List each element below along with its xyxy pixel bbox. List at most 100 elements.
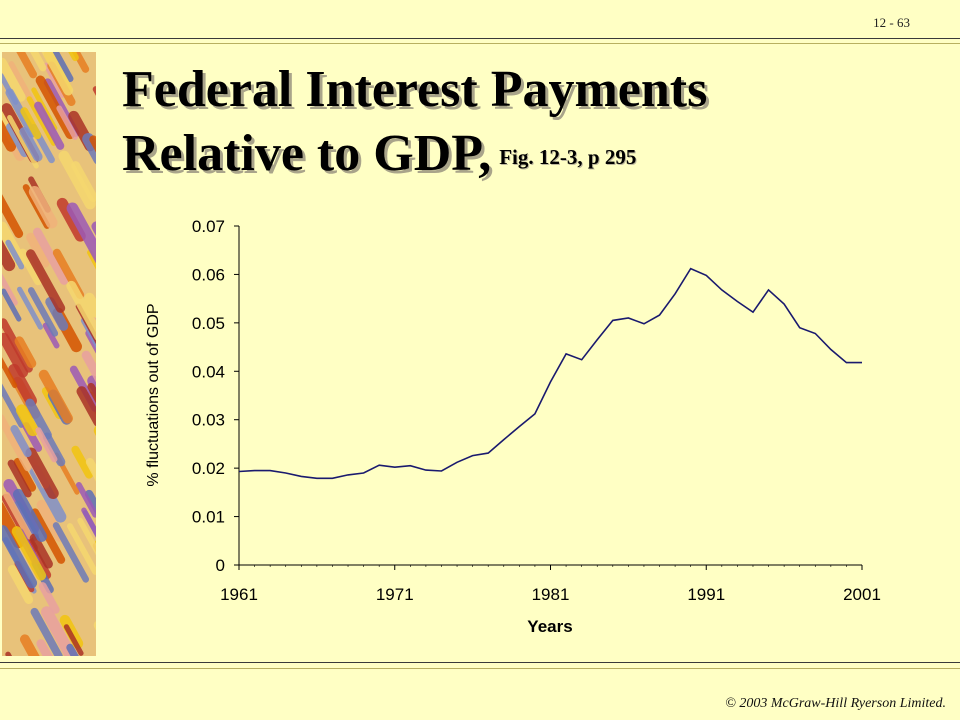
brushstroke (2, 119, 17, 152)
brushstroke (2, 57, 26, 102)
chart-axes: 0 0.01 0.02 0.03 0.04 0.05 0.06 0.07 1961 1971 198… (192, 217, 881, 604)
brushstroke (15, 404, 39, 437)
y-tick-label: 0 (216, 556, 225, 575)
slide-title: Federal Interest Payments Relative to GD… (122, 58, 707, 189)
brushstroke (75, 482, 96, 518)
brushstroke (8, 363, 37, 407)
brushstroke (20, 107, 42, 140)
brushstroke (2, 239, 16, 272)
x-tick-label: 1981 (532, 585, 570, 604)
brushstroke (26, 96, 57, 146)
brushstroke (2, 288, 22, 322)
brushstroke (36, 639, 53, 656)
brushstroke (2, 525, 38, 589)
brushstroke (30, 607, 63, 656)
brushstroke (89, 135, 96, 153)
brushstroke (66, 280, 96, 341)
brushstroke (35, 427, 58, 463)
bottom-rule (0, 662, 960, 663)
brushstroke (82, 133, 96, 165)
brushstroke (7, 114, 39, 169)
brushstroke (35, 75, 75, 140)
title-line-1: Federal Interest Payments (122, 61, 708, 118)
bottom-rule-light (0, 668, 960, 669)
brushstroke (16, 52, 38, 79)
y-tick-label: 0.05 (192, 314, 225, 333)
brushstroke (52, 522, 90, 583)
brushstroke (87, 249, 96, 270)
brushstroke (2, 332, 29, 378)
series-line (238, 267, 862, 480)
x-tick-label: 1971 (376, 585, 414, 604)
brushstroke (66, 523, 96, 575)
brushstroke (41, 52, 74, 96)
brushstroke (19, 634, 40, 656)
brushstroke (42, 432, 66, 467)
brushstroke (2, 194, 24, 239)
brushstroke (38, 369, 73, 424)
brushstroke (66, 202, 96, 264)
brushstroke (13, 457, 37, 492)
decorative-art-strip (2, 52, 96, 656)
brushstroke (77, 517, 96, 556)
brushstroke (2, 357, 18, 389)
brushstroke (28, 185, 58, 229)
brushstroke (71, 445, 94, 479)
copyright-footer: © 2003 McGraw-Hill Ryerson Limited. (725, 696, 946, 711)
slide-number: 12 - 63 (873, 15, 910, 30)
brushstroke (12, 488, 48, 542)
brushstroke (45, 296, 69, 331)
brushstroke (2, 318, 33, 373)
brushstroke (2, 383, 25, 428)
brushstroke (29, 533, 53, 569)
y-tick-label: 0.06 (192, 265, 225, 284)
brushstroke (63, 624, 84, 656)
brushstroke (25, 398, 52, 440)
top-rule-light (0, 43, 960, 44)
brushstroke (25, 447, 59, 500)
brushstroke (7, 565, 34, 605)
top-rule (0, 38, 960, 39)
y-tick-label: 0.03 (192, 411, 225, 430)
brushstroke (3, 491, 33, 540)
y-tick-label: 0.07 (192, 217, 225, 236)
brushstroke (6, 122, 29, 158)
brushstroke (16, 286, 43, 330)
x-tick-label: 1991 (687, 585, 725, 604)
x-tick-label: 2001 (843, 585, 881, 604)
brushstroke (71, 161, 96, 203)
brushstroke (7, 459, 32, 498)
brushstroke (85, 457, 96, 482)
brushstroke (43, 62, 66, 98)
brushstroke (10, 424, 32, 458)
brushstroke (30, 52, 47, 72)
brushstroke (51, 52, 74, 83)
brushstroke (31, 508, 66, 564)
brushstroke (66, 643, 79, 656)
brushstroke (56, 197, 86, 242)
brushstroke (84, 489, 96, 516)
brushstroke (81, 507, 96, 538)
brushstroke (84, 292, 96, 321)
brushstroke (26, 249, 66, 313)
brushstroke (19, 127, 43, 162)
brushstroke (42, 322, 60, 349)
brushstroke (27, 287, 59, 337)
x-tick-label: 1961 (220, 585, 258, 604)
brushstroke (76, 386, 96, 427)
brushstroke-pattern-image (2, 52, 96, 656)
title-line-2: Relative to GDP, (122, 125, 492, 182)
brushstroke (11, 526, 47, 581)
y-tick-label: 0.02 (192, 459, 225, 478)
brushstroke (33, 227, 69, 285)
brushstroke (5, 239, 25, 270)
brushstroke (58, 150, 96, 210)
brushstroke (38, 582, 60, 614)
brushstroke (87, 382, 96, 404)
brushstroke (14, 336, 37, 369)
brushstroke (18, 248, 43, 286)
brushstroke (56, 105, 78, 140)
figure-reference: Fig. 12-3, p 295 (499, 145, 637, 169)
x-axis-label: Years (527, 617, 572, 636)
